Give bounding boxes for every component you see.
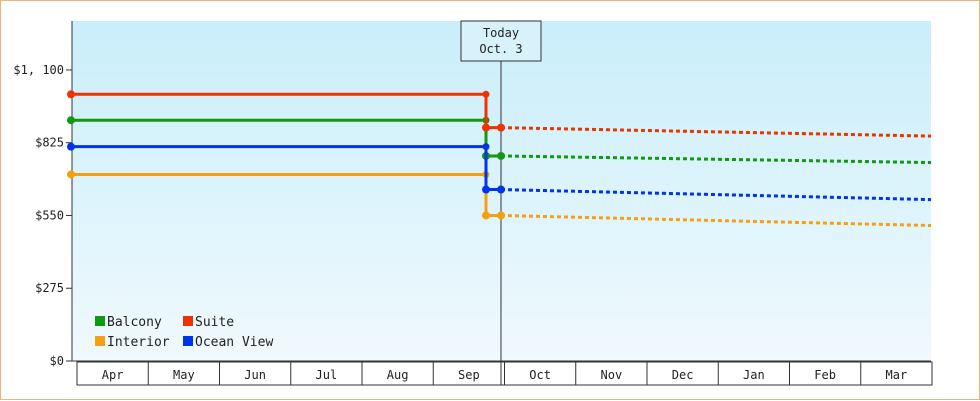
data-point xyxy=(67,116,75,125)
x-tick-label: Oct xyxy=(529,368,551,382)
x-tick-label: May xyxy=(173,368,195,382)
data-point xyxy=(67,170,75,179)
legend-swatch xyxy=(183,316,193,326)
data-point xyxy=(482,90,490,98)
data-point xyxy=(497,211,505,220)
x-tick-label: Apr xyxy=(102,368,124,382)
today-date-label: Oct. 3 xyxy=(479,42,522,56)
legend-label: Interior xyxy=(107,335,170,350)
data-point xyxy=(67,90,75,99)
data-point xyxy=(67,142,75,151)
series-suite xyxy=(67,90,932,138)
x-tick-label: Jun xyxy=(244,368,266,382)
y-tick-label: $825 xyxy=(35,136,64,150)
x-tick-label: Jul xyxy=(316,368,338,382)
legend-swatch xyxy=(95,316,105,326)
x-tick-label: Mar xyxy=(886,368,908,382)
series-line-forecast xyxy=(500,126,932,138)
legend-swatch xyxy=(183,336,193,346)
data-point xyxy=(497,151,505,160)
y-tick-label: $0 xyxy=(50,354,64,368)
x-tick-label: Aug xyxy=(387,368,409,382)
y-tick-label: $1, 100 xyxy=(13,63,64,77)
data-point xyxy=(497,123,505,132)
series-line-forecast xyxy=(500,213,932,228)
legend-item: Interior xyxy=(95,335,170,350)
series-ocean-view xyxy=(67,142,932,202)
y-tick-label: $275 xyxy=(35,281,64,295)
legend-item: Balcony xyxy=(95,315,162,330)
data-point xyxy=(482,123,490,132)
data-point xyxy=(482,185,490,194)
x-tick-label: Nov xyxy=(601,368,623,382)
series-line-forecast xyxy=(500,154,932,165)
y-tick-label: $550 xyxy=(35,208,64,222)
x-tick-label: Feb xyxy=(814,368,836,382)
data-point xyxy=(497,185,505,194)
legend-label: Ocean View xyxy=(195,335,273,350)
legend-item: Suite xyxy=(183,315,234,330)
legend-swatch xyxy=(95,336,105,346)
x-tick-label: Jan xyxy=(743,368,765,382)
x-tick-label: Sep xyxy=(458,368,480,382)
legend-label: Balcony xyxy=(107,315,162,330)
data-point xyxy=(482,211,490,220)
today-label: Today xyxy=(483,26,519,40)
today-box xyxy=(460,20,542,62)
series-line-forecast xyxy=(500,188,932,202)
legend-label: Suite xyxy=(195,315,234,330)
legend-item: Ocean View xyxy=(183,335,273,350)
x-tick-label: Dec xyxy=(672,368,694,382)
data-point xyxy=(482,143,490,151)
